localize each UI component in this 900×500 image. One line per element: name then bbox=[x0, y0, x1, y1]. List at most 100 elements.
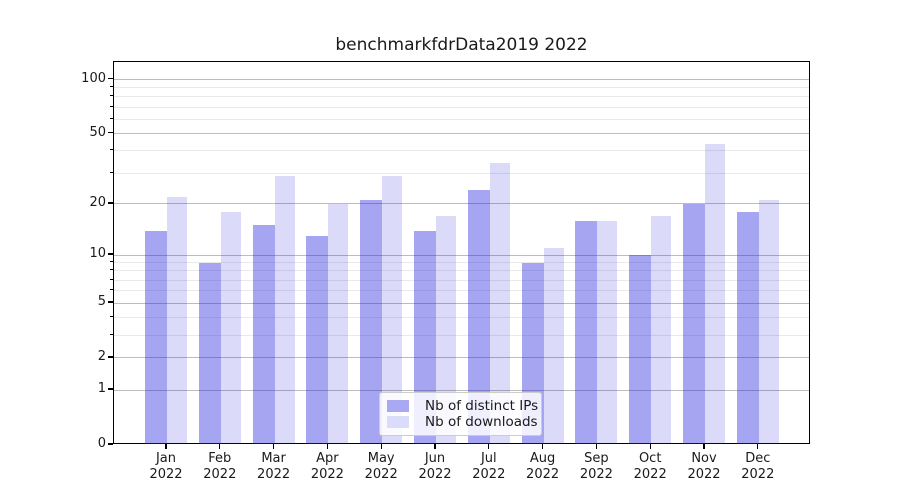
y-tick-mark bbox=[108, 131, 113, 134]
y-minor-tick-mark bbox=[110, 278, 113, 280]
bar-downloads bbox=[274, 175, 295, 444]
bar-downloads bbox=[758, 200, 779, 444]
gridline-minor bbox=[114, 317, 809, 319]
gridline-minor bbox=[114, 106, 809, 108]
gridline-minor bbox=[114, 150, 809, 152]
x-tick-sublabel: 2022 bbox=[526, 467, 560, 482]
bar-downloads bbox=[167, 196, 187, 444]
x-tick-label: Jul 2022 bbox=[459, 451, 519, 483]
y-minor-tick-mark bbox=[110, 289, 113, 291]
y-tick-label: 100 bbox=[81, 70, 106, 86]
gridline-minor bbox=[114, 87, 809, 89]
x-tick-label: Oct 2022 bbox=[620, 451, 680, 483]
x-tick-mark bbox=[165, 444, 167, 449]
gridline-major bbox=[114, 133, 809, 135]
x-tick-label: Feb 2022 bbox=[190, 451, 250, 483]
x-tick-mark bbox=[219, 444, 221, 449]
gridline-minor bbox=[114, 270, 809, 272]
gridline-major bbox=[114, 254, 809, 256]
gridline-major bbox=[114, 389, 809, 391]
x-tick-sublabel: 2022 bbox=[203, 467, 237, 482]
x-tick-label: Mar 2022 bbox=[244, 451, 304, 483]
legend-item-distinct-ips: Nb of distinct IPs bbox=[387, 398, 538, 414]
bar-downloads bbox=[328, 203, 349, 444]
bar-distinct-ips bbox=[629, 255, 652, 444]
y-tick-label: 0 bbox=[97, 436, 106, 451]
legend: Nb of distinct IPs Nb of downloads bbox=[379, 392, 542, 436]
bar-distinct-ips bbox=[198, 262, 221, 444]
x-tick-mark bbox=[595, 444, 598, 449]
bar-downloads bbox=[489, 163, 510, 444]
x-tick-sublabel: 2022 bbox=[257, 467, 291, 482]
x-tick-label: Jan 2022 bbox=[136, 451, 196, 483]
y-minor-tick-mark bbox=[110, 149, 113, 151]
x-tick-label: Dec 2022 bbox=[728, 451, 788, 483]
bar-distinct-ips bbox=[414, 230, 436, 444]
y-tick-label: 2 bbox=[97, 348, 106, 364]
y-minor-tick-mark bbox=[110, 86, 113, 88]
bar-downloads bbox=[597, 220, 618, 444]
gridline-major bbox=[114, 302, 809, 304]
bar-distinct-ips bbox=[575, 220, 598, 444]
legend-label-downloads: Nb of downloads bbox=[425, 414, 538, 430]
x-tick-mark bbox=[757, 444, 759, 449]
x-tick-label: Apr 2022 bbox=[297, 451, 357, 483]
gridline-minor bbox=[114, 262, 809, 264]
bar-distinct-ips bbox=[736, 211, 759, 444]
y-tick-mark bbox=[108, 443, 113, 445]
y-tick-label: 10 bbox=[89, 246, 106, 262]
x-tick-mark bbox=[380, 444, 382, 449]
gridline-minor bbox=[114, 279, 809, 281]
x-tick-label: Jun 2022 bbox=[405, 451, 465, 483]
x-tick-mark bbox=[703, 444, 705, 449]
bar-downloads bbox=[651, 216, 672, 444]
gridline-minor bbox=[114, 118, 809, 120]
y-minor-tick-mark bbox=[110, 117, 113, 119]
y-tick-mark bbox=[108, 388, 113, 390]
bar-downloads bbox=[543, 248, 564, 444]
gridline-minor bbox=[114, 290, 809, 292]
bar-distinct-ips bbox=[252, 225, 275, 444]
bar-distinct-ips bbox=[145, 230, 167, 444]
x-tick-sublabel: 2022 bbox=[687, 467, 721, 482]
gridline-minor bbox=[114, 96, 809, 98]
y-minor-tick-mark bbox=[110, 316, 113, 318]
x-tick-mark bbox=[488, 444, 490, 449]
y-minor-tick-mark bbox=[110, 333, 113, 335]
legend-label-distinct-ips: Nb of distinct IPs bbox=[425, 398, 539, 414]
y-minor-tick-mark bbox=[110, 171, 113, 173]
y-tick-mark bbox=[108, 253, 113, 255]
y-minor-tick-mark bbox=[110, 261, 113, 263]
y-tick-mark bbox=[108, 301, 113, 303]
x-tick-mark bbox=[326, 444, 329, 449]
y-tick-label: 1 bbox=[97, 381, 106, 397]
y-tick-label: 5 bbox=[97, 294, 106, 310]
bar-distinct-ips bbox=[306, 236, 329, 444]
bar-downloads bbox=[705, 143, 725, 444]
x-tick-sublabel: 2022 bbox=[472, 467, 506, 482]
bar-distinct-ips bbox=[683, 203, 705, 444]
plot-area bbox=[113, 61, 810, 444]
x-tick-label: Aug 2022 bbox=[513, 451, 573, 483]
x-tick-sublabel: 2022 bbox=[364, 467, 398, 482]
x-tick-mark bbox=[272, 444, 275, 449]
gridline-major bbox=[114, 203, 809, 205]
x-tick-label: May 2022 bbox=[351, 451, 411, 483]
gridline-minor bbox=[114, 334, 809, 336]
x-tick-sublabel: 2022 bbox=[633, 467, 667, 482]
y-tick-label: 20 bbox=[89, 194, 106, 210]
legend-item-downloads: Nb of downloads bbox=[387, 414, 538, 430]
bar-distinct-ips bbox=[467, 190, 490, 444]
legend-swatch-distinct-ips bbox=[387, 400, 409, 412]
gridline-minor bbox=[114, 172, 809, 174]
x-tick-sublabel: 2022 bbox=[418, 467, 452, 482]
x-tick-sublabel: 2022 bbox=[310, 467, 344, 482]
x-tick-label: Sep 2022 bbox=[566, 451, 626, 483]
gridline-major bbox=[114, 79, 809, 80]
x-tick-sublabel: 2022 bbox=[149, 467, 183, 482]
bar-downloads bbox=[436, 216, 456, 444]
chart-title: benchmarkfdrData2019 2022 bbox=[335, 35, 588, 55]
x-tick-mark bbox=[434, 444, 436, 449]
y-minor-tick-mark bbox=[110, 95, 113, 97]
